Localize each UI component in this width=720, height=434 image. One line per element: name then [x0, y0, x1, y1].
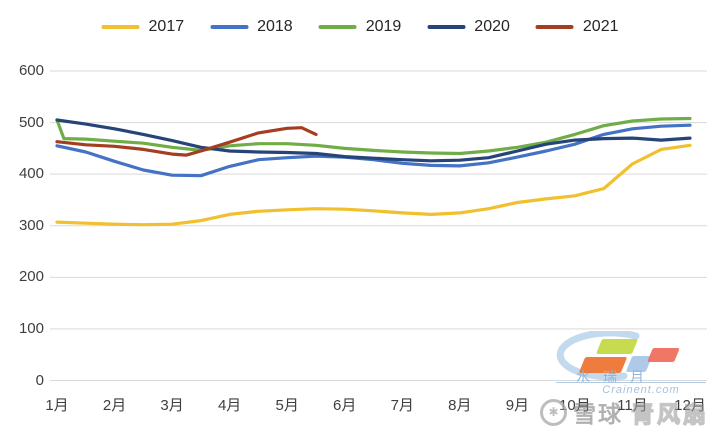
x-tick-1月: 1月 [45, 397, 69, 414]
x-tick-7月: 7月 [390, 397, 414, 414]
x-tick-4月: 4月 [217, 397, 242, 414]
x-tick-3月: 3月 [160, 397, 184, 414]
x-tick-10月: 10月 [559, 397, 591, 414]
series-line-2019 [55, 116, 692, 156]
series-line-2021 [55, 126, 318, 157]
legend-item-2020: 2020 [427, 18, 510, 36]
y-tick-300: 300 [18, 216, 44, 234]
legend-label-2018: 2018 [257, 18, 293, 35]
legend-item-2019: 2019 [318, 18, 402, 36]
social-watermark-site: 雪球 [573, 401, 623, 427]
y-tick-200: 200 [18, 268, 44, 286]
legend-item-2017: 2017 [101, 18, 185, 36]
legend-swatch-2018 [210, 25, 249, 29]
x-tick-8月: 8月 [448, 397, 472, 414]
chart-legend: 2017 2018 2019 2020 2021 [101, 18, 619, 36]
legend-item-2021: 2021 [535, 18, 619, 36]
x-tick-9月: 9月 [505, 397, 530, 414]
y-tick-500: 500 [18, 113, 44, 131]
series-line-2017 [55, 143, 692, 227]
x-tick-11月: 11月 [617, 397, 648, 414]
social-watermark-user: 青风扇 [630, 400, 709, 427]
y-tick-600: 600 [18, 62, 44, 79]
legend-label-2021: 2021 [582, 18, 619, 35]
x-tick-6月: 6月 [333, 397, 357, 414]
series-line-2020 [55, 118, 692, 163]
legend-item-2018: 2018 [210, 18, 293, 36]
legend-swatch-2021 [535, 25, 574, 29]
x-tick-5月: 5月 [275, 397, 299, 414]
legend-label-2020: 2020 [474, 18, 510, 35]
legend-label-2019: 2019 [365, 18, 402, 35]
snowball-icon: ✱ [540, 398, 567, 426]
legend-swatch-2017 [101, 25, 140, 29]
x-tick-2月: 2月 [102, 397, 127, 414]
legend-swatch-2020 [427, 25, 466, 29]
legend-label-2017: 2017 [148, 18, 185, 35]
social-watermark: ✱ 雪球 青风扇 [540, 396, 709, 428]
y-tick-400: 400 [18, 165, 44, 183]
x-tick-12月: 12月 [674, 397, 706, 414]
y-tick-0: 0 [35, 371, 44, 389]
y-tick-100: 100 [18, 319, 44, 337]
legend-swatch-2019 [318, 25, 357, 29]
